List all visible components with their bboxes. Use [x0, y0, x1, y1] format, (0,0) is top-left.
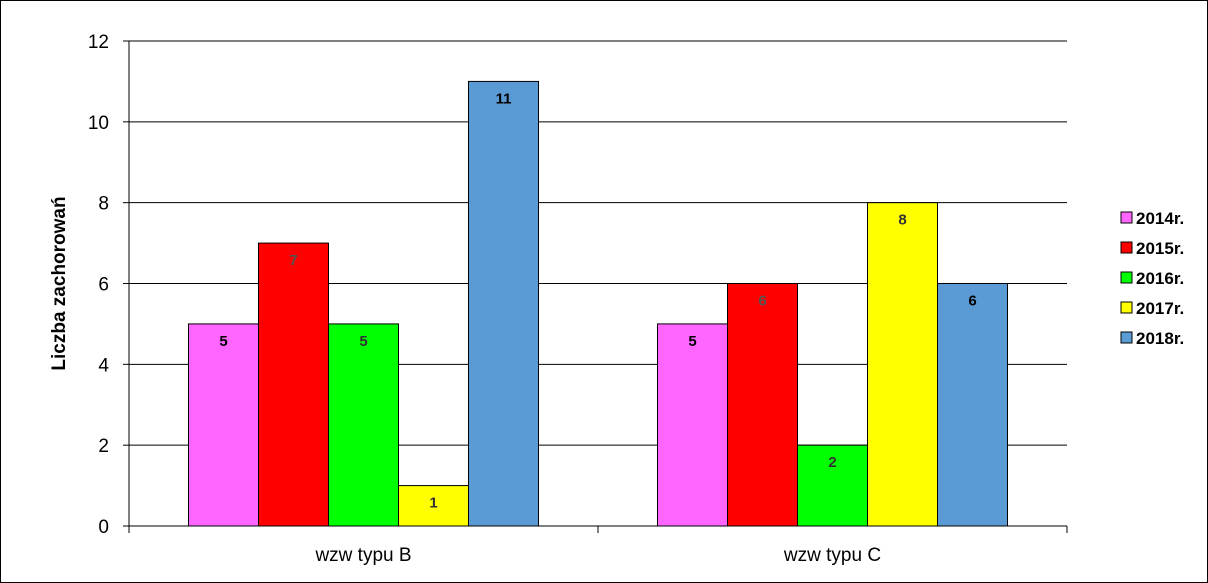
y-tick-label: 2	[98, 436, 109, 457]
data-label: 7	[289, 252, 297, 269]
legend-swatch	[1120, 211, 1133, 224]
y-tick-label: 8	[98, 194, 109, 215]
y-tick-label: 6	[98, 275, 109, 296]
bar	[867, 202, 938, 527]
data-label: 8	[898, 212, 906, 229]
bar	[937, 283, 1008, 527]
bar	[258, 242, 329, 527]
y-tick-label: 10	[88, 113, 109, 134]
data-label: 11	[496, 90, 512, 107]
legend-swatch	[1120, 241, 1133, 254]
x-tick-label: wzw typu B	[314, 545, 411, 566]
bar	[797, 444, 868, 527]
y-tick-label: 12	[88, 32, 109, 53]
legend-swatch	[1120, 301, 1133, 314]
y-tick-label: 4	[98, 355, 109, 376]
y-axis-title: Liczba zachorowań	[49, 196, 70, 370]
legend-label: 2016r.	[1136, 269, 1184, 288]
legend-label: 2018r.	[1136, 329, 1184, 348]
data-label: 2	[828, 454, 836, 471]
data-label: 5	[219, 333, 227, 350]
data-label: 6	[758, 293, 766, 310]
data-label: 5	[688, 333, 696, 350]
data-label: 5	[359, 333, 367, 350]
data-label: 6	[968, 293, 976, 310]
bar	[188, 323, 259, 527]
bar	[468, 80, 539, 527]
bar	[657, 323, 728, 527]
bar	[328, 323, 399, 527]
legend-swatch	[1120, 271, 1133, 284]
x-tick-label: wzw typu C	[783, 545, 881, 566]
bar	[727, 283, 798, 527]
legend-label: 2014r.	[1136, 209, 1184, 228]
y-tick-label: 0	[98, 517, 109, 538]
legend-swatch	[1120, 331, 1133, 344]
data-label: 1	[429, 495, 437, 512]
legend-label: 2017r.	[1136, 299, 1184, 318]
legend-label: 2015r.	[1136, 239, 1184, 258]
